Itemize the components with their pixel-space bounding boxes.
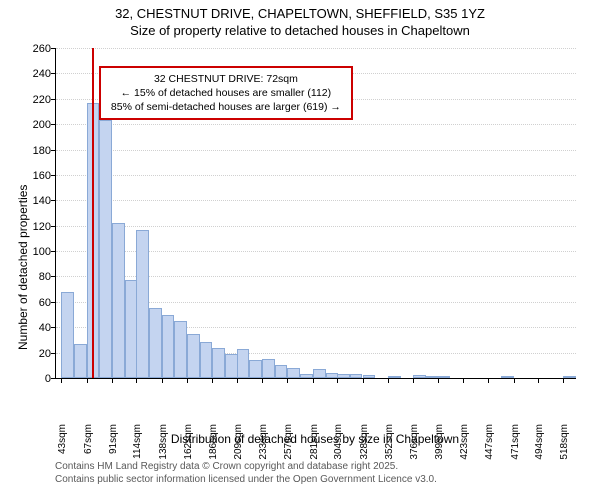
annotation-line-2: ← 15% of detached houses are smaller (11… [111, 86, 341, 100]
x-tick-label: 162sqm [183, 424, 194, 460]
y-tick-label: 0 [11, 373, 51, 385]
histogram-bar [187, 334, 200, 378]
y-tick-label: 80 [11, 271, 51, 283]
histogram-bar [501, 376, 514, 378]
x-tick-label: 91sqm [108, 424, 119, 454]
histogram-bar [300, 374, 313, 378]
histogram-bar [149, 308, 162, 378]
y-tick-label: 20 [11, 348, 51, 360]
x-tick-label: 471sqm [510, 424, 521, 460]
histogram-bar [287, 368, 300, 378]
histogram-bar [350, 374, 363, 378]
license-line-2: Contains public sector information licen… [55, 474, 437, 485]
x-tick-label: 281sqm [309, 424, 320, 460]
title-line-1: 32, CHESTNUT DRIVE, CHAPELTOWN, SHEFFIEL… [115, 6, 485, 21]
property-marker-line [92, 48, 94, 378]
x-tick-label: 518sqm [559, 424, 570, 460]
y-tick-label: 40 [11, 322, 51, 334]
annotation-line-1: 32 CHESTNUT DRIVE: 72sqm [111, 72, 341, 86]
histogram-bar [136, 230, 149, 379]
x-tick-label: 328sqm [359, 424, 370, 460]
x-tick-label: 209sqm [233, 424, 244, 460]
y-tick-label: 100 [11, 246, 51, 258]
histogram-bar [313, 369, 326, 378]
histogram-bar [275, 365, 288, 378]
x-tick-label: 186sqm [208, 424, 219, 460]
x-tick-label: 233sqm [258, 424, 269, 460]
histogram-bar [162, 315, 175, 378]
histogram-bar [438, 376, 451, 378]
histogram-bar [363, 375, 376, 378]
x-tick-label: 43sqm [57, 424, 68, 454]
annotation-line-3: 85% of semi-detached houses are larger (… [111, 100, 341, 114]
histogram-bar [563, 376, 576, 378]
title-line-2: Size of property relative to detached ho… [130, 23, 470, 38]
histogram-bar [174, 321, 187, 378]
x-tick-label: 257sqm [283, 424, 294, 460]
histogram-bar [112, 223, 125, 378]
license-text: Contains HM Land Registry data © Crown c… [55, 460, 437, 486]
annotation-box: 32 CHESTNUT DRIVE: 72sqm ← 15% of detach… [99, 66, 353, 121]
x-tick-label: 376sqm [409, 424, 420, 460]
y-tick-label: 60 [11, 297, 51, 309]
x-tick-label: 423sqm [459, 424, 470, 460]
histogram-bar [262, 359, 275, 378]
histogram-bar [200, 342, 213, 378]
y-tick-label: 200 [11, 119, 51, 131]
x-tick-label: 114sqm [132, 424, 143, 459]
histogram-bar [99, 120, 112, 378]
histogram-bar [74, 344, 87, 378]
x-tick-label: 67sqm [83, 424, 94, 454]
x-tick-label: 447sqm [484, 424, 495, 460]
license-line-1: Contains HM Land Registry data © Crown c… [55, 461, 398, 472]
y-tick-label: 220 [11, 94, 51, 106]
y-tick-label: 260 [11, 43, 51, 55]
histogram-bar [388, 376, 401, 378]
x-tick-label: 138sqm [158, 424, 169, 460]
y-tick-label: 140 [11, 195, 51, 207]
histogram-bar [61, 292, 74, 378]
histogram-bar [413, 375, 426, 378]
y-tick-label: 240 [11, 68, 51, 80]
histogram-bar [212, 348, 225, 378]
chart-title: 32, CHESTNUT DRIVE, CHAPELTOWN, SHEFFIEL… [0, 0, 600, 40]
y-tick-label: 160 [11, 170, 51, 182]
histogram-bar [249, 360, 262, 378]
y-tick-label: 180 [11, 145, 51, 157]
y-tick-label: 120 [11, 221, 51, 233]
x-tick-label: 399sqm [434, 424, 445, 460]
histogram-bar [237, 349, 250, 378]
x-tick-label: 494sqm [534, 424, 545, 460]
x-tick-label: 352sqm [384, 424, 395, 460]
histogram-bar [337, 374, 350, 378]
x-tick-label: 304sqm [333, 424, 344, 460]
